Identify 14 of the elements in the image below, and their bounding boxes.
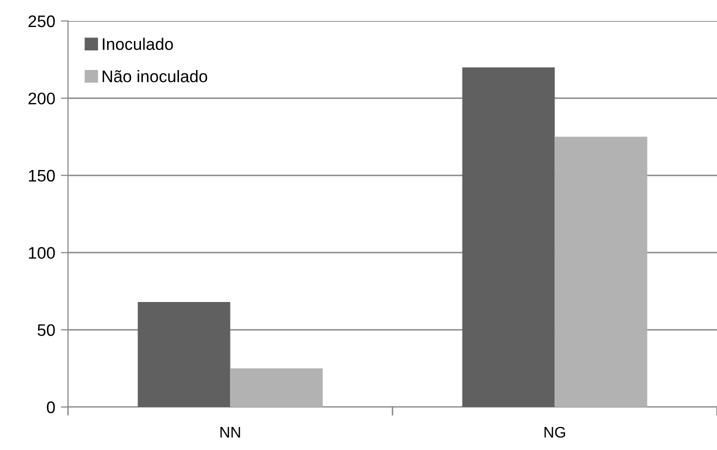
y-tick-label: 250 xyxy=(28,15,55,28)
y-tick-label: 200 xyxy=(28,92,55,104)
bar xyxy=(462,67,555,407)
bar xyxy=(230,368,323,407)
legend-label: Inoculado xyxy=(102,38,173,50)
bar xyxy=(554,136,648,407)
bar xyxy=(138,302,230,407)
x-tick-label: NG xyxy=(544,426,566,438)
x-tick-label: NN xyxy=(220,427,240,438)
legend-label: Não inoculado xyxy=(102,70,208,82)
y-tick-label: 50 xyxy=(38,324,55,336)
y-tick-label: 0 xyxy=(46,401,55,414)
y-tick-label: 150 xyxy=(28,170,55,182)
y-tick-label: 100 xyxy=(28,247,55,259)
